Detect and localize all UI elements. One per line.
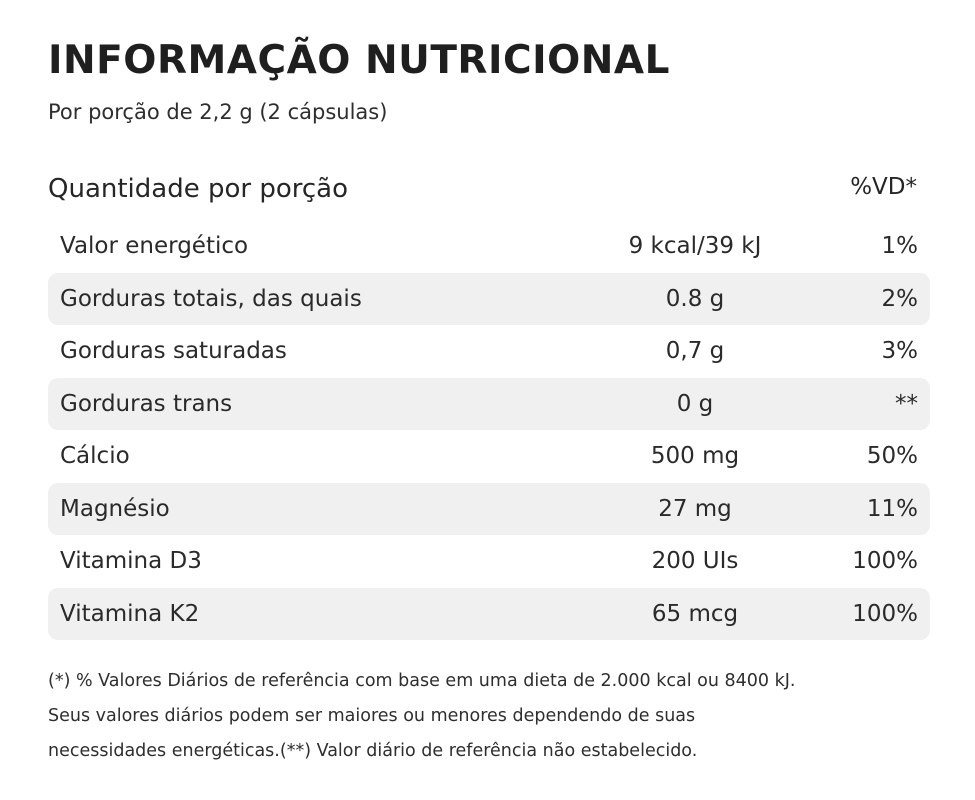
serving-size: Por porção de 2,2 g (2 cápsulas) <box>48 100 388 124</box>
nutrient-name: Gorduras saturadas <box>60 338 287 365</box>
footnote-line: (*) % Valores Diários de referência com … <box>48 671 796 691</box>
nutrient-name: Cálcio <box>60 443 130 470</box>
table-row: Magnésio 27 mg 11% <box>48 482 930 535</box>
nutrient-amount: 0 g <box>676 390 714 417</box>
nutrient-vd: 100% <box>852 600 918 627</box>
table-row: Valor energético 9 kcal/39 kJ 1% <box>48 220 930 273</box>
nutrient-vd: 50% <box>866 443 918 470</box>
nutrient-name: Vitamina D3 <box>60 548 202 575</box>
nutrient-amount: 0.8 g <box>665 285 725 312</box>
nutrient-name: Valor energético <box>60 233 249 260</box>
nutrient-amount: 200 UIs <box>651 548 739 575</box>
nutrient-amount: 500 mg <box>650 443 740 470</box>
nutrient-vd: 11% <box>866 495 918 522</box>
nutrient-amount: 9 kcal/39 kJ <box>628 233 762 260</box>
footnote: (*) % Valores Diários de referência com … <box>48 664 928 769</box>
nutrient-vd: 1% <box>881 233 919 260</box>
table-row: Gorduras saturadas 0,7 g 3% <box>48 325 930 378</box>
footnote-line: necessidades energéticas.(**) Valor diár… <box>48 741 698 761</box>
header-quantity-label: Quantidade por porção <box>48 174 349 204</box>
table-row: Cálcio 500 mg 50% <box>48 430 930 483</box>
header-vd-label: %VD* <box>850 174 917 200</box>
table-row: Vitamina K2 65 mcg 100% <box>48 587 930 640</box>
footnote-line: Seus valores diários podem ser maiores o… <box>48 706 696 726</box>
nutrient-amount: 65 mcg <box>651 600 739 627</box>
nutrient-amount: 0,7 g <box>665 338 725 365</box>
nutrient-vd: 2% <box>881 285 919 312</box>
nutrient-amount: 27 mg <box>658 495 732 522</box>
nutrient-name: Gorduras totais, das quais <box>60 285 362 312</box>
nutrient-name: Magnésio <box>60 495 170 522</box>
table-row: Vitamina D3 200 UIs 100% <box>48 535 930 588</box>
nutrient-vd: 3% <box>881 338 919 365</box>
nutrient-name: Gorduras trans <box>60 390 233 417</box>
page-title: INFORMAÇÃO NUTRICIONAL <box>48 38 670 83</box>
table-header: Quantidade por porção %VD* <box>48 174 923 214</box>
nutrient-name: Vitamina K2 <box>60 600 200 627</box>
nutrient-vd: ** <box>895 390 918 417</box>
nutrient-vd: 100% <box>852 548 918 575</box>
table-row: Gorduras totais, das quais 0.8 g 2% <box>48 272 930 325</box>
table-row: Gorduras trans 0 g ** <box>48 377 930 430</box>
nutrition-table: Valor energético 9 kcal/39 kJ 1% Gordura… <box>48 220 930 640</box>
